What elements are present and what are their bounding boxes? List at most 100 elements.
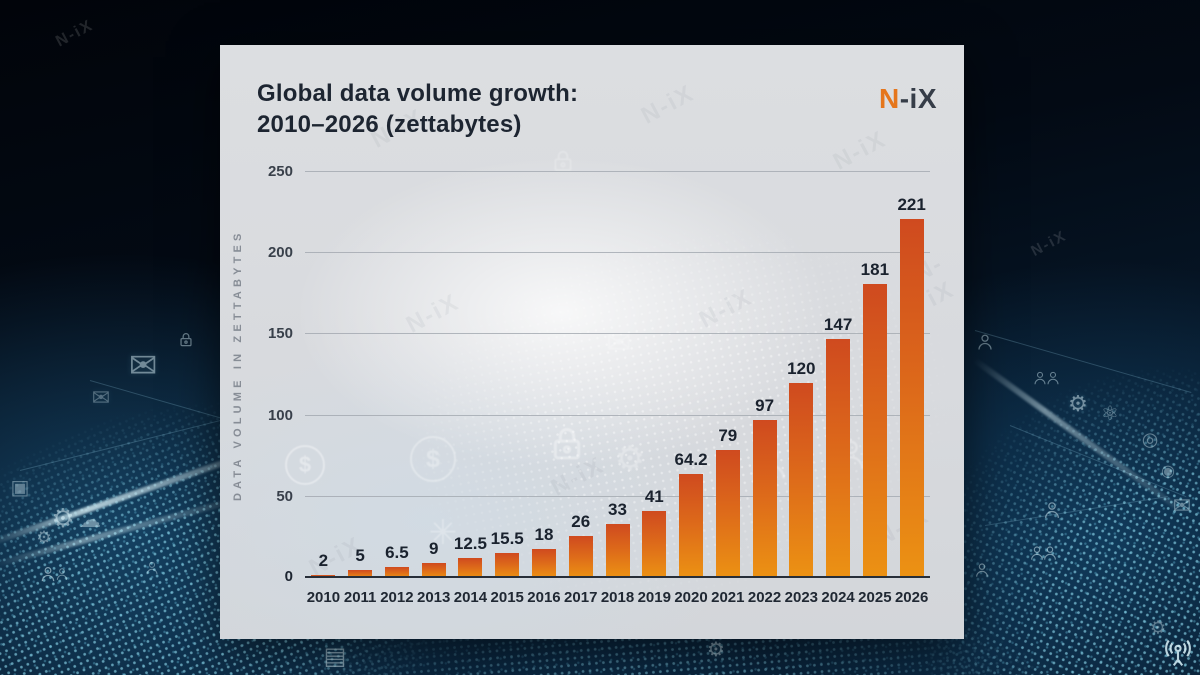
chart-title-line2: 2010–2026 (zettabytes) xyxy=(257,111,522,138)
bar xyxy=(715,450,740,578)
bar-column: 120 2023 xyxy=(783,172,820,606)
gear-icon: ⚙ xyxy=(707,639,725,661)
bar-value-label: 5 xyxy=(355,546,365,565)
bar xyxy=(568,536,593,578)
bar-column: 79 2021 xyxy=(709,172,746,606)
target-icon: ◎ xyxy=(1141,429,1159,451)
envelope-icon: ✉ xyxy=(91,385,111,410)
y-tick-label: 250 xyxy=(267,163,293,180)
x-tick-label: 2013 xyxy=(416,589,451,606)
bar xyxy=(458,558,483,578)
bar-value-label: 147 xyxy=(823,315,853,334)
x-tick-label: 2011 xyxy=(343,589,377,606)
bar-value-label: 6.5 xyxy=(385,543,409,562)
bar-value-label: 79 xyxy=(718,426,738,445)
nix-logo: N-iX xyxy=(879,83,937,115)
bar-value-label: 64.2 xyxy=(674,450,708,469)
gridline: 250 xyxy=(268,163,930,180)
x-tick-label: 2023 xyxy=(784,589,819,606)
x-tick-label: 2016 xyxy=(527,589,561,606)
person-icon xyxy=(1042,545,1058,561)
y-tick-label: 100 xyxy=(267,406,293,424)
bar-value-label: 97 xyxy=(755,396,775,415)
bar-column: 2 2010 xyxy=(305,172,342,606)
idea-head-icon-ghost: ✳ xyxy=(428,514,458,552)
lock-icon xyxy=(178,332,195,349)
y-tick-label: 50 xyxy=(276,487,293,505)
bar-column: 33 2018 xyxy=(599,172,636,606)
chart-title: Global data volume growth: 2010–2026 (ze… xyxy=(257,78,578,140)
y-tick-label: 200 xyxy=(267,244,293,262)
background-watermark: N-iX xyxy=(1028,227,1070,260)
atom-icon: ⚛ xyxy=(1101,403,1119,425)
bar-value-label: 120 xyxy=(787,359,816,378)
person-icon xyxy=(976,333,994,351)
bar xyxy=(348,570,373,578)
gear-icon: ⚙ xyxy=(51,503,75,533)
bar xyxy=(495,553,520,578)
chart-card: N-iXN-iXN-iXN-iXN-iXN-iXN-iXN-iXN-iX $$⚙… xyxy=(220,45,964,639)
envelope-icon: ✉ xyxy=(1172,493,1192,518)
x-tick-label: 2017 xyxy=(564,589,598,606)
y-axis-title: DATA VOLUME IN ZETTABYTES xyxy=(232,229,244,501)
x-tick-label: 2015 xyxy=(490,589,524,606)
bar-column: 15.5 2015 xyxy=(489,172,526,606)
bar-column: 26 2017 xyxy=(562,172,599,606)
bar xyxy=(899,219,924,578)
bar-value-label: 15.5 xyxy=(490,529,524,548)
camera-icon: ▣ xyxy=(10,477,30,499)
bar-column: 41 2019 xyxy=(636,172,673,606)
bar xyxy=(862,284,887,578)
nix-logo-n: N xyxy=(878,83,900,114)
person-icon xyxy=(1046,371,1061,386)
person-icon xyxy=(1029,545,1045,561)
bar-series: 2 2010 5 2011 6.5 2012 9 2013 12.5 2014 15.5 2015 18… xyxy=(305,172,930,606)
person-icon xyxy=(55,567,69,581)
envelope-icon-ghost: ✉ xyxy=(606,326,632,360)
dollar-circle-icon-ghost: $ xyxy=(285,445,325,485)
bar-column: 64.2 2020 xyxy=(673,172,710,606)
gear-icon: ⚙ xyxy=(1068,391,1088,416)
support-person-icon xyxy=(1043,501,1062,520)
y-tick-label: 0 xyxy=(284,568,293,585)
card-watermark: N-iX xyxy=(636,79,699,130)
envelope-icon: ✉ xyxy=(128,347,158,385)
lock-icon-ghost xyxy=(550,149,576,180)
bar xyxy=(789,383,814,578)
bar xyxy=(531,549,556,578)
x-tick-label: 2021 xyxy=(711,589,745,606)
x-axis-baseline: 0 xyxy=(285,568,930,585)
bar-value-label: 181 xyxy=(860,260,890,279)
bar xyxy=(421,563,446,578)
bar-value-label: 9 xyxy=(428,539,439,558)
antenna-icon xyxy=(1161,637,1195,671)
gear-icon-ghost: ⚙ xyxy=(614,440,646,478)
server-icon: ▤ xyxy=(323,643,347,670)
bar-value-label: 2 xyxy=(318,551,329,570)
gridline: 200 xyxy=(268,244,930,261)
bar-column: 9 2013 xyxy=(415,172,452,606)
bar xyxy=(679,474,704,578)
bar-column: 18 2016 xyxy=(526,172,563,606)
x-tick-label: 2020 xyxy=(674,589,708,606)
background-watermark: N-iX xyxy=(53,16,97,51)
lock-icon-ghost xyxy=(547,425,587,470)
gear-icon: ⚙ xyxy=(36,528,52,547)
bar xyxy=(605,524,630,578)
plot-area: 0 50 100 150 200 250 2 2010 5 2011 6.5 2012 9 2013 12.… xyxy=(268,163,930,606)
gridline: 50 xyxy=(276,488,930,505)
person-icon xyxy=(1033,371,1048,386)
bar-value-label: 221 xyxy=(897,195,926,214)
x-tick-label: 2026 xyxy=(894,589,929,606)
bar-column: 147 2024 xyxy=(820,172,857,606)
bar-column: 181 2025 xyxy=(856,172,893,606)
bar-value-label: 12.5 xyxy=(453,534,487,553)
bar-column: 97 2022 xyxy=(746,172,783,606)
bar xyxy=(826,339,851,578)
x-tick-label: 2019 xyxy=(637,589,671,606)
chart-title-line1: Global data volume growth: xyxy=(257,80,579,107)
bar-column: 5 2011 xyxy=(342,172,379,606)
dollar-icon-ghost: $ xyxy=(410,436,456,482)
x-tick-label: 2024 xyxy=(821,589,855,606)
nix-logo-ix: -iX xyxy=(899,83,937,114)
